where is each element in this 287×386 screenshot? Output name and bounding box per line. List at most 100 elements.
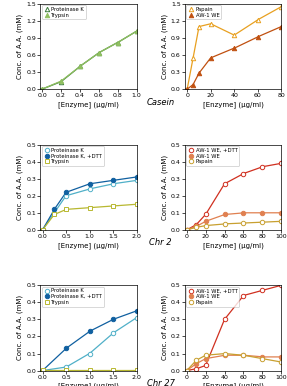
Proteinase K bbox=[111, 331, 115, 335]
Papain bbox=[223, 222, 226, 226]
Proteinase K bbox=[111, 181, 115, 186]
AW-1 WE bbox=[256, 34, 259, 39]
Line: Proteinase K, +DTT: Proteinase K, +DTT bbox=[40, 309, 139, 373]
Papain bbox=[223, 351, 226, 356]
Y-axis label: Conc. of A.A. (mM): Conc. of A.A. (mM) bbox=[17, 14, 23, 79]
Papain bbox=[197, 24, 201, 29]
Legend: Papain, AW-1 WE: Papain, AW-1 WE bbox=[187, 5, 221, 19]
AW-1 WE, +DTT bbox=[223, 181, 226, 186]
AW-1 WE, +DTT bbox=[242, 293, 245, 298]
Papain bbox=[204, 353, 207, 357]
Proteinase K bbox=[40, 87, 44, 91]
AW-1 WE, +DTT bbox=[185, 227, 189, 232]
Trypsin bbox=[78, 64, 82, 69]
Line: AW-1 WE: AW-1 WE bbox=[185, 211, 284, 232]
Papain bbox=[232, 33, 236, 37]
X-axis label: [Enzyme] (μg/ml): [Enzyme] (μg/ml) bbox=[203, 383, 263, 386]
AW-1 WE, +DTT bbox=[261, 288, 264, 293]
Proteinase K, +DTT bbox=[88, 329, 91, 334]
Line: Proteinase K: Proteinase K bbox=[40, 29, 139, 91]
Proteinase K, +DTT bbox=[41, 368, 44, 373]
Papain bbox=[280, 219, 283, 223]
Trypsin bbox=[88, 205, 91, 210]
Text: Casein: Casein bbox=[147, 98, 175, 107]
Y-axis label: Conc. of A.A. (mM): Conc. of A.A. (mM) bbox=[162, 295, 168, 361]
Proteinase K bbox=[88, 351, 91, 356]
Trypsin bbox=[135, 202, 138, 207]
Trypsin bbox=[111, 367, 115, 372]
AW-1 WE bbox=[204, 219, 207, 223]
AW-1 WE, +DTT bbox=[204, 363, 207, 368]
Line: Papain: Papain bbox=[185, 219, 284, 232]
Proteinase K bbox=[78, 64, 82, 69]
Proteinase K bbox=[116, 40, 119, 45]
AW-1 WE bbox=[185, 368, 189, 373]
AW-1 WE bbox=[280, 355, 283, 359]
Line: Trypsin: Trypsin bbox=[40, 367, 139, 372]
Trypsin bbox=[41, 227, 44, 232]
X-axis label: [Enzyme] (μg/ml): [Enzyme] (μg/ml) bbox=[58, 101, 119, 108]
Papain bbox=[256, 17, 259, 22]
Line: Proteinase K: Proteinase K bbox=[40, 178, 139, 232]
Legend: Proteinase K, Proteinase K, +DTT, Trypsin: Proteinase K, Proteinase K, +DTT, Trypsi… bbox=[42, 146, 104, 166]
Line: AW-1 WE: AW-1 WE bbox=[185, 24, 284, 91]
Proteinase K, +DTT bbox=[135, 308, 138, 313]
Proteinase K bbox=[59, 80, 63, 84]
AW-1 WE bbox=[185, 227, 189, 232]
AW-1 WE, +DTT bbox=[204, 212, 207, 217]
AW-1 WE, +DTT bbox=[280, 283, 283, 288]
Trypsin bbox=[59, 79, 63, 83]
AW-1 WE bbox=[223, 353, 226, 357]
Line: Papain: Papain bbox=[185, 5, 284, 91]
Trypsin bbox=[135, 29, 138, 34]
AW-1 WE bbox=[191, 82, 195, 87]
X-axis label: [Enzyme] (μg/ml): [Enzyme] (μg/ml) bbox=[203, 101, 263, 108]
Proteinase K bbox=[64, 365, 68, 369]
Papain bbox=[185, 227, 189, 232]
Legend: Proteinase K, Proteinase K, +DTT, Trypsin: Proteinase K, Proteinase K, +DTT, Trypsi… bbox=[42, 287, 104, 306]
Line: AW-1 WE, +DTT: AW-1 WE, +DTT bbox=[185, 283, 284, 373]
Papain bbox=[185, 87, 189, 91]
Proteinase K, +DTT bbox=[111, 178, 115, 183]
Line: AW-1 WE, +DTT: AW-1 WE, +DTT bbox=[185, 161, 284, 232]
AW-1 WE bbox=[242, 210, 245, 215]
Trypsin bbox=[53, 212, 56, 217]
Trypsin bbox=[40, 87, 44, 91]
Papain bbox=[209, 22, 212, 26]
Y-axis label: Conc. of A.A. (mM): Conc. of A.A. (mM) bbox=[17, 295, 23, 361]
Trypsin bbox=[88, 367, 91, 372]
Text: Chr 27: Chr 27 bbox=[147, 379, 175, 386]
Papain bbox=[242, 221, 245, 225]
Proteinase K, +DTT bbox=[64, 346, 68, 351]
Trypsin bbox=[116, 40, 119, 45]
Y-axis label: Conc. of A.A. (mM): Conc. of A.A. (mM) bbox=[17, 155, 23, 220]
AW-1 WE bbox=[280, 210, 283, 215]
Proteinase K, +DTT bbox=[111, 317, 115, 322]
Text: Chr 2: Chr 2 bbox=[150, 238, 172, 247]
AW-1 WE bbox=[209, 56, 212, 60]
Proteinase K, +DTT bbox=[41, 227, 44, 232]
AW-1 WE bbox=[185, 87, 189, 91]
Line: AW-1 WE: AW-1 WE bbox=[185, 353, 284, 373]
Proteinase K bbox=[97, 51, 100, 55]
Proteinase K bbox=[53, 210, 56, 215]
AW-1 WE, +DTT bbox=[280, 161, 283, 166]
Proteinase K, +DTT bbox=[135, 174, 138, 179]
Line: Proteinase K: Proteinase K bbox=[40, 315, 139, 373]
Papain bbox=[261, 220, 264, 225]
AW-1 WE bbox=[197, 71, 201, 76]
Proteinase K, +DTT bbox=[53, 207, 56, 212]
AW-1 WE bbox=[223, 212, 226, 217]
Y-axis label: Conc. of A.A. (mM): Conc. of A.A. (mM) bbox=[162, 155, 168, 220]
Line: Trypsin: Trypsin bbox=[40, 29, 139, 91]
Trypsin bbox=[97, 51, 100, 55]
Papain bbox=[280, 360, 283, 364]
Trypsin bbox=[64, 207, 68, 212]
Papain bbox=[261, 356, 264, 361]
Trypsin bbox=[41, 367, 44, 372]
AW-1 WE, +DTT bbox=[185, 368, 189, 373]
Papain bbox=[242, 353, 245, 357]
Proteinase K bbox=[88, 186, 91, 191]
X-axis label: [Enzyme] (μg/ml): [Enzyme] (μg/ml) bbox=[203, 242, 263, 249]
Papain bbox=[280, 4, 283, 9]
